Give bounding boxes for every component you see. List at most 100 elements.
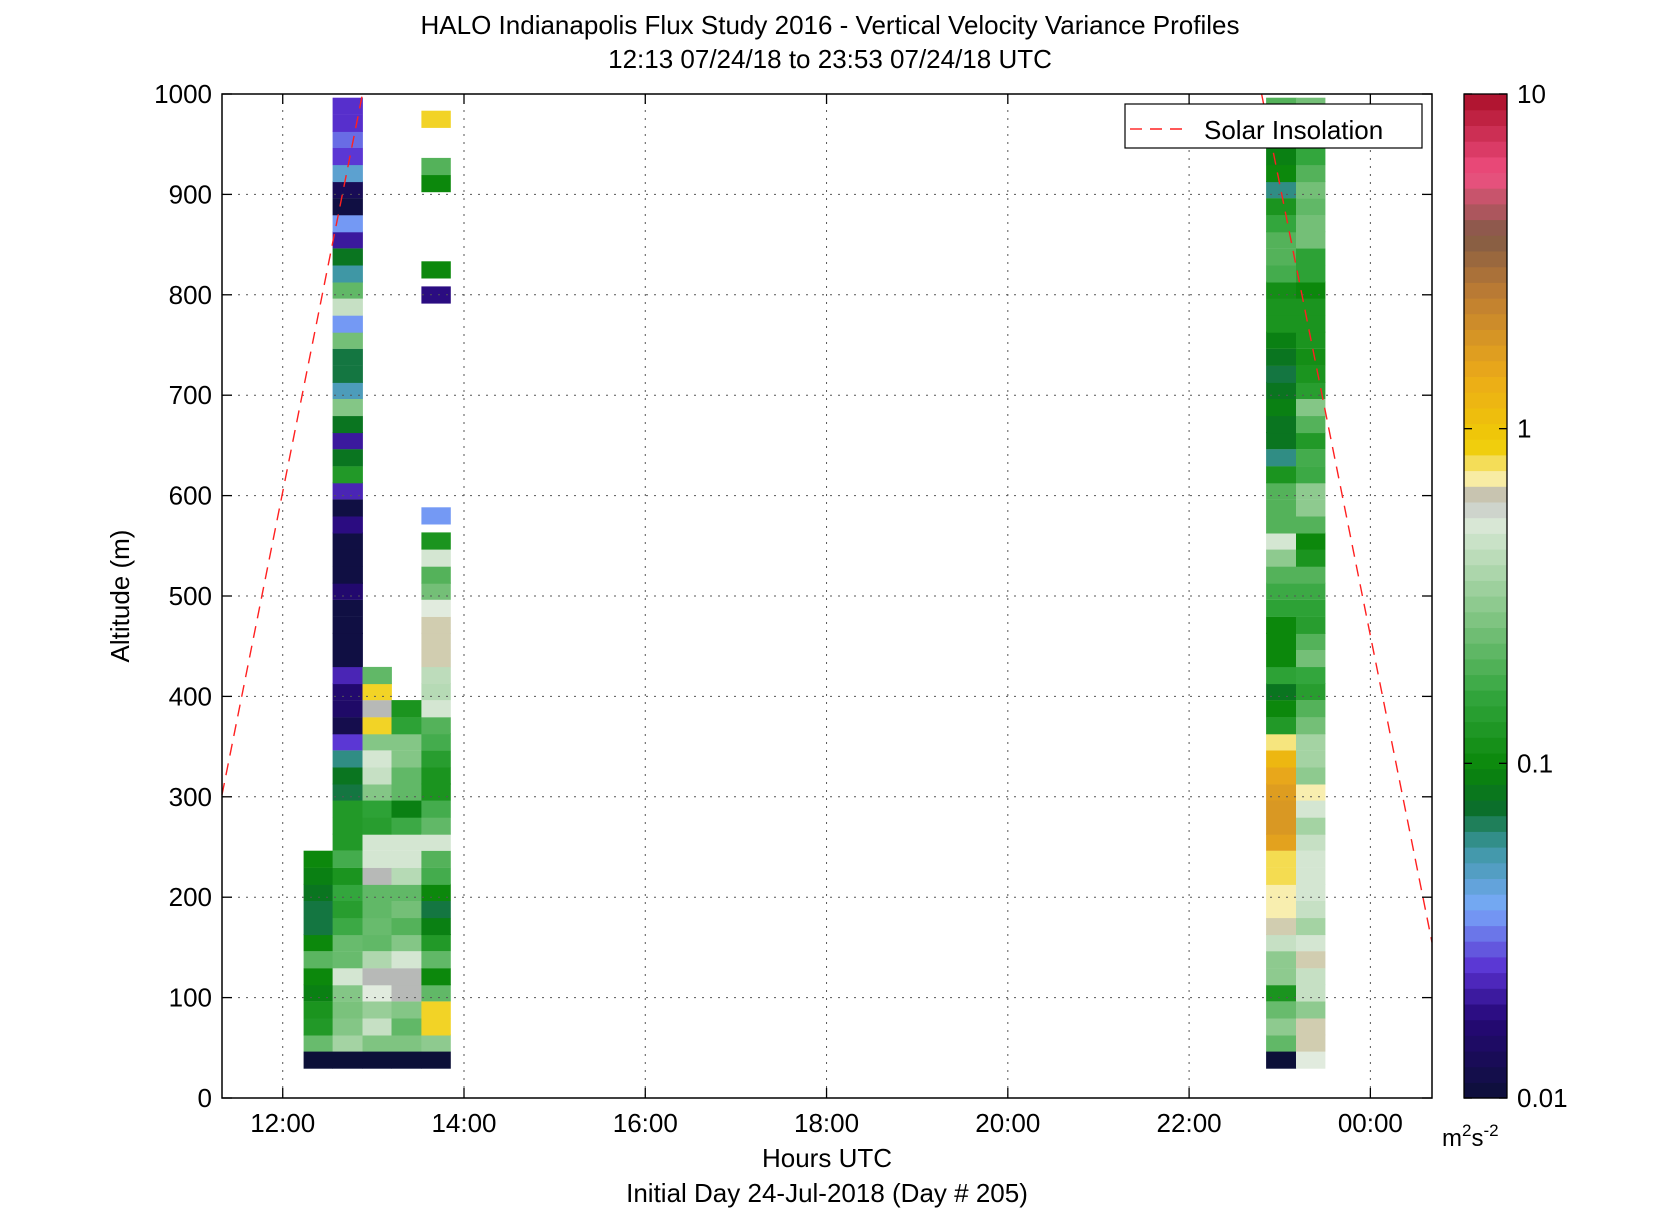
heatmap-cells — [303, 97, 1326, 1069]
colorbar-segment — [1464, 423, 1507, 440]
heatmap-cell — [1266, 147, 1297, 166]
heatmap-cell — [1296, 767, 1326, 785]
heatmap-cell — [332, 666, 363, 685]
heatmap-cell — [1296, 365, 1326, 383]
colorbar-segment — [1464, 705, 1507, 723]
colorbar-segment — [1464, 454, 1507, 472]
colorbar-segment — [1464, 203, 1507, 221]
colorbar-segment — [1464, 643, 1507, 660]
heatmap-cell — [421, 900, 451, 919]
heatmap-cell — [1296, 499, 1326, 517]
heatmap-cell — [1266, 466, 1297, 484]
heatmap-cell — [332, 398, 363, 417]
heatmap-cell — [421, 850, 451, 868]
heatmap-cell — [303, 1001, 333, 1019]
y-tick-label: 900 — [169, 179, 212, 209]
heatmap-cell — [421, 666, 451, 685]
heatmap-cell — [391, 750, 422, 768]
heatmap-cell — [332, 315, 363, 333]
heatmap-cell — [421, 917, 451, 936]
colorbar-segment — [1464, 345, 1507, 362]
heatmap-cell — [1266, 315, 1297, 333]
heatmap-cell — [391, 951, 422, 969]
heatmap-cell — [421, 1018, 451, 1036]
heatmap-cell — [332, 632, 363, 650]
y-tick-label: 1000 — [154, 79, 212, 109]
heatmap-cell — [362, 700, 392, 718]
heatmap-cell — [1266, 599, 1297, 617]
heatmap-cell — [362, 750, 392, 768]
heatmap-cell — [1266, 1034, 1297, 1052]
heatmap-cell — [391, 800, 422, 818]
y-tick-label: 200 — [169, 882, 212, 912]
heatmap-cell — [1266, 817, 1297, 835]
heatmap-cell — [1296, 800, 1326, 818]
heatmap-cell — [1266, 415, 1297, 434]
colorbar-segment — [1464, 1066, 1507, 1083]
heatmap-cell — [1296, 750, 1326, 768]
x-axis-sublabel: Initial Day 24-Jul-2018 (Day # 205) — [626, 1178, 1028, 1208]
heatmap-cell — [421, 717, 451, 735]
heatmap-cell — [1266, 649, 1297, 668]
heatmap-cell — [421, 157, 451, 176]
heatmap-cell — [391, 1001, 422, 1019]
heatmap-cell — [332, 215, 363, 233]
heatmap-cell — [391, 1018, 422, 1036]
colorbar-tick-label: 1 — [1517, 414, 1531, 444]
heatmap-cell — [1296, 298, 1326, 316]
colorbar-segment — [1464, 439, 1507, 456]
heatmap-cell — [391, 867, 422, 885]
heatmap-cell — [1296, 164, 1326, 183]
colorbar-segment — [1464, 1050, 1507, 1068]
heatmap-cell — [1266, 1001, 1297, 1019]
heatmap-cell — [391, 833, 422, 851]
heatmap-cell — [421, 783, 451, 801]
heatmap-cell — [1266, 717, 1297, 735]
heatmap-cell — [332, 833, 363, 851]
heatmap-cell — [1296, 516, 1326, 534]
heatmap-cell — [303, 867, 333, 885]
heatmap-cell — [362, 951, 392, 969]
heatmap-cell — [1296, 1001, 1326, 1019]
heatmap-cell — [1296, 398, 1326, 417]
heatmap-cell — [362, 817, 392, 835]
colorbar-frame — [1463, 93, 1508, 1099]
colorbar-segment — [1464, 831, 1507, 848]
heatmap-cell — [1266, 900, 1297, 919]
heatmap-cell — [1266, 1051, 1297, 1069]
heatmap-cell — [332, 883, 363, 901]
heatmap-cell — [1266, 231, 1297, 249]
heatmap-cell — [391, 700, 422, 718]
colorbar-segment — [1464, 564, 1507, 581]
colorbar — [1464, 94, 1507, 1099]
colorbar-tick-label: 10 — [1517, 79, 1546, 109]
heatmap-cell — [303, 934, 333, 952]
heatmap-cell — [332, 281, 363, 299]
heatmap-cell — [332, 984, 363, 1002]
colorbar-segment — [1464, 925, 1507, 942]
colorbar-segment — [1464, 501, 1507, 519]
heatmap-cell — [421, 817, 451, 835]
heatmap-cell — [1296, 449, 1326, 467]
chart-title-line2: 12:13 07/24/18 to 23:53 07/24/18 UTC — [608, 44, 1052, 74]
heatmap-cell — [1266, 850, 1297, 868]
colorbar-segment — [1464, 219, 1507, 236]
heatmap-cell — [421, 833, 451, 851]
heatmap-cell — [332, 767, 363, 785]
heatmap-cell — [1266, 934, 1297, 952]
heatmap-cell — [362, 934, 392, 952]
heatmap-cell — [1296, 783, 1326, 801]
colorbar-segment — [1464, 1003, 1507, 1021]
heatmap-cell — [362, 800, 392, 818]
heatmap-cell — [421, 951, 451, 969]
heatmap-cell — [332, 700, 363, 718]
heatmap-cell — [1296, 900, 1326, 919]
heatmap-cell — [362, 968, 392, 986]
heatmap-cell — [1296, 833, 1326, 851]
heatmap-cell — [332, 599, 363, 617]
heatmap-cell — [332, 466, 363, 484]
heatmap-cell — [332, 381, 363, 399]
heatmap-cell — [332, 348, 363, 366]
heatmap-cell — [391, 1034, 422, 1052]
heatmap-cell — [1296, 649, 1326, 668]
